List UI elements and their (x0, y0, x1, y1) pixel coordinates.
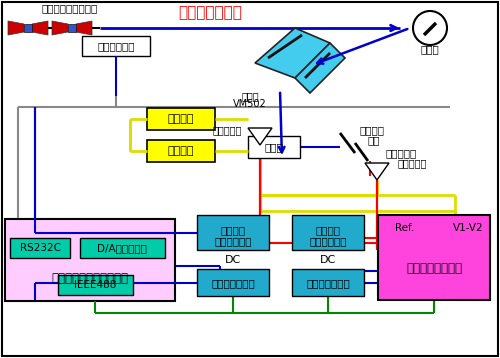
Text: プリアンプ: プリアンプ (398, 158, 428, 168)
Text: 偏光変調放射光: 偏光変調放射光 (178, 5, 242, 20)
Polygon shape (365, 163, 389, 180)
Text: Ref.: Ref. (395, 223, 414, 233)
Text: IEEE488: IEEE488 (74, 280, 116, 290)
Text: V1-V2: V1-V2 (454, 223, 484, 233)
Text: RS232C: RS232C (20, 243, 60, 253)
Bar (292, 269, 364, 296)
Text: 前置鏡: 前置鏡 (420, 44, 440, 54)
Text: 参照光: 参照光 (264, 142, 283, 152)
Text: フィルター２: フィルター２ (309, 236, 347, 246)
Text: メッシュ: メッシュ (360, 125, 385, 135)
Text: VM502: VM502 (233, 99, 267, 109)
Text: 分光器: 分光器 (241, 91, 259, 101)
Text: パーソナルコンピュータ: パーソナルコンピュータ (52, 271, 128, 285)
Bar (248, 136, 300, 158)
Polygon shape (8, 21, 24, 35)
Bar (5, 219, 175, 301)
Text: レーザ変位計: レーザ変位計 (98, 41, 135, 51)
Text: 高圧電源: 高圧電源 (168, 146, 194, 156)
Text: 試料透過光: 試料透過光 (385, 148, 416, 158)
Text: 試料: 試料 (368, 135, 380, 145)
Bar (197, 215, 269, 250)
Polygon shape (76, 21, 92, 35)
Bar (197, 269, 269, 296)
Text: ローパス: ローパス (316, 225, 340, 235)
Text: D/Aコンバータ: D/Aコンバータ (97, 243, 147, 253)
Bar (147, 140, 215, 162)
Polygon shape (52, 21, 68, 35)
Bar (292, 215, 364, 250)
Text: プリアンプ: プリアンプ (212, 125, 242, 135)
Bar (24, 24, 32, 32)
Bar (80, 238, 165, 258)
Text: 偏光アンジュレータ: 偏光アンジュレータ (42, 3, 98, 13)
Text: 高圧電源: 高圧電源 (168, 114, 194, 124)
Text: DC: DC (225, 255, 241, 265)
Text: フィルター１: フィルター１ (214, 236, 252, 246)
Text: DC: DC (320, 255, 336, 265)
Bar (68, 24, 76, 32)
Text: マルチメータ１: マルチメータ１ (211, 278, 255, 288)
Polygon shape (255, 28, 330, 78)
Text: マルチメータ２: マルチメータ２ (306, 278, 350, 288)
Polygon shape (295, 43, 345, 93)
Text: ローパス: ローパス (220, 225, 246, 235)
Circle shape (413, 11, 447, 45)
Polygon shape (248, 128, 272, 145)
Polygon shape (32, 21, 48, 35)
Bar (10, 238, 70, 258)
Bar (147, 108, 215, 130)
Bar (58, 275, 133, 295)
Bar (82, 36, 150, 56)
Bar (378, 215, 490, 300)
Text: ロックインアンプ: ロックインアンプ (406, 261, 462, 275)
